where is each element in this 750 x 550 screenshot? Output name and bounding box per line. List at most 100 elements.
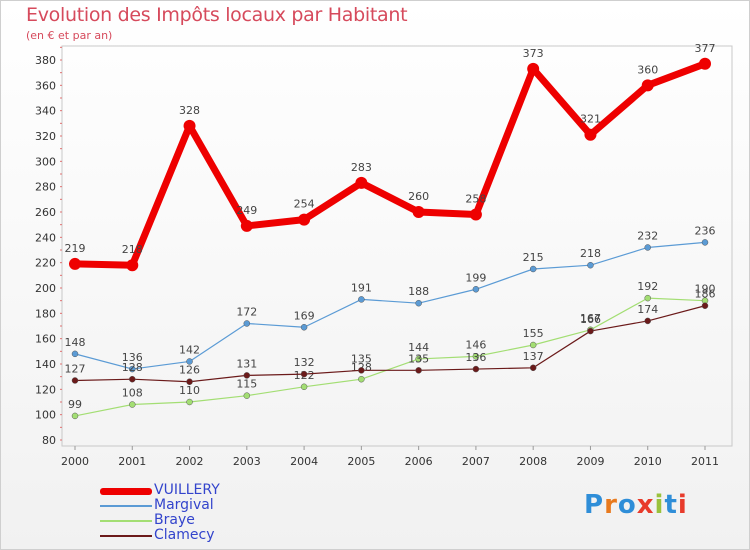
data-label-vuillery: 218 (122, 243, 143, 256)
x-tick-label: 2003 (233, 455, 261, 468)
data-label-margival: 169 (294, 309, 315, 322)
logo-letter: i (677, 490, 688, 520)
logo-letter: i (654, 490, 665, 520)
data-point-margival (129, 365, 136, 373)
data-label-margival: 215 (523, 251, 544, 264)
data-point-braye (71, 412, 79, 420)
data-point-margival (472, 286, 480, 293)
data-label-braye: 192 (637, 280, 658, 293)
data-point-clamecy (415, 367, 422, 374)
data-label-margival: 218 (580, 247, 601, 260)
y-tick-label: 320 (35, 130, 56, 143)
data-point-vuillery (355, 176, 368, 189)
data-label-vuillery: 360 (637, 63, 658, 76)
data-point-braye (186, 398, 193, 406)
data-point-braye (472, 353, 480, 360)
x-tick-label: 2007 (462, 455, 490, 468)
data-point-vuillery (469, 208, 482, 221)
data-point-clamecy (472, 365, 480, 373)
data-point-margival (358, 296, 365, 303)
legend-label-vuillery: VUILLERY (154, 482, 220, 498)
data-label-vuillery: 328 (179, 104, 200, 117)
y-tick-label: 220 (35, 257, 56, 270)
data-label-clamecy: 186 (695, 288, 716, 301)
data-label-margival: 188 (408, 285, 429, 298)
y-tick-label: 80 (42, 434, 56, 447)
data-point-vuillery (699, 57, 711, 70)
data-label-margival: 148 (65, 336, 86, 349)
data-label-vuillery: 283 (351, 161, 372, 174)
x-tick-label: 2011 (691, 455, 719, 468)
data-label-vuillery: 219 (65, 242, 86, 255)
y-tick-label: 100 (35, 409, 56, 422)
x-tick-label: 2006 (405, 455, 433, 468)
y-tick-label: 280 (35, 181, 56, 194)
data-label-vuillery: 258 (465, 193, 486, 206)
proxiti-logo: Proxiti (584, 490, 688, 520)
legend-swatch-vuillery (100, 488, 152, 495)
x-tick-label: 2009 (576, 455, 604, 468)
data-point-margival (701, 239, 709, 246)
data-point-vuillery (240, 219, 253, 232)
data-label-clamecy: 136 (465, 351, 486, 364)
data-label-braye: 144 (408, 341, 429, 354)
y-tick-label: 260 (35, 206, 56, 219)
data-label-vuillery: 373 (523, 47, 544, 60)
data-point-vuillery (412, 206, 425, 218)
data-label-margival: 236 (695, 224, 716, 237)
series-line-vuillery (71, 60, 709, 269)
data-point-margival (186, 358, 193, 365)
data-point-margival (529, 265, 537, 273)
data-point-vuillery (584, 128, 597, 141)
data-label-margival: 191 (351, 281, 372, 294)
data-label-clamecy: 128 (122, 361, 143, 374)
data-point-clamecy (587, 327, 594, 335)
data-label-vuillery: 249 (236, 204, 257, 217)
data-point-margival (243, 320, 251, 327)
x-tick-label: 2001 (118, 455, 146, 468)
legend-swatch-clamecy (100, 535, 152, 537)
x-tick-label: 2002 (176, 455, 204, 468)
logo-letter: t (664, 490, 678, 520)
data-point-margival (644, 244, 651, 251)
series-line-braye (74, 297, 706, 417)
data-label-clamecy: 132 (294, 356, 315, 369)
data-point-braye (415, 355, 422, 363)
data-label-clamecy: 174 (637, 303, 658, 316)
data-label-vuillery: 260 (408, 190, 429, 203)
logo-letter: x (636, 490, 655, 520)
x-tick-label: 2008 (519, 455, 547, 468)
data-point-vuillery (527, 62, 540, 75)
x-tick-label: 2004 (290, 455, 318, 468)
data-point-clamecy (300, 370, 308, 378)
chart-title: Evolution des Impôts locaux par Habitant (26, 4, 408, 26)
data-label-margival: 232 (637, 229, 658, 242)
y-tick-label: 340 (35, 105, 56, 118)
data-point-margival (415, 299, 422, 307)
legend-label-clamecy: Clamecy (154, 527, 215, 543)
data-label-clamecy: 126 (179, 364, 200, 377)
series-line-margival (74, 241, 706, 370)
data-point-clamecy (701, 302, 709, 309)
y-tick-label: 380 (35, 54, 56, 67)
x-tick-label: 2010 (634, 455, 662, 468)
data-point-vuillery (69, 257, 81, 270)
data-label-braye: 190 (695, 283, 716, 296)
data-label-braye: 167 (580, 312, 601, 325)
data-label-braye: 115 (236, 378, 257, 391)
data-label-clamecy: 131 (236, 357, 257, 370)
data-point-braye (529, 341, 537, 349)
y-tick-label: 120 (35, 383, 56, 396)
data-label-margival: 172 (236, 305, 257, 318)
data-label-margival: 199 (465, 271, 486, 284)
data-label-vuillery: 377 (695, 42, 716, 55)
data-point-clamecy (71, 377, 79, 384)
data-point-clamecy (186, 378, 193, 385)
data-label-braye: 155 (523, 327, 544, 340)
logo-letter: r (604, 490, 618, 520)
data-label-braye: 146 (465, 338, 486, 351)
data-point-vuillery (183, 119, 196, 132)
line-chart: 80 100 120 140 160 180 200 220 240 260 280 300 320 34… (35, 42, 733, 468)
legend-label-margival: Margival (154, 497, 214, 513)
